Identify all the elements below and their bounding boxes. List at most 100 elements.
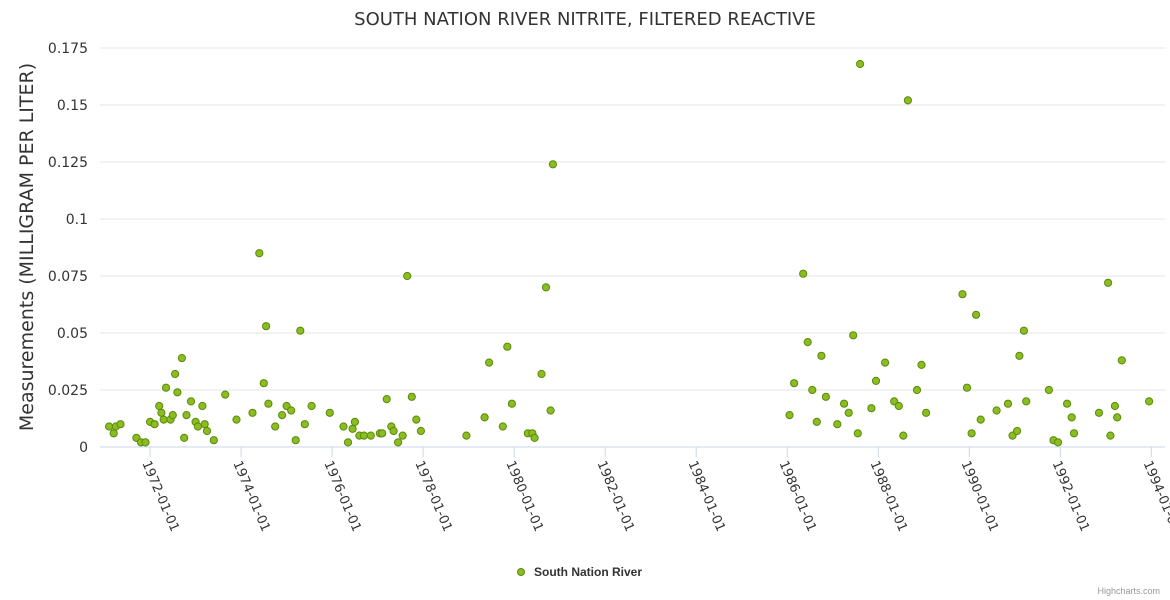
data-point[interactable] <box>155 401 164 411</box>
data-point[interactable] <box>856 59 865 69</box>
data-point[interactable] <box>1094 408 1104 417</box>
data-point[interactable] <box>398 431 407 440</box>
data-point[interactable] <box>161 383 171 392</box>
data-point[interactable] <box>171 369 180 379</box>
data-point[interactable] <box>790 379 799 388</box>
data-point[interactable] <box>403 271 412 281</box>
data-point[interactable] <box>168 411 177 420</box>
data-point[interactable] <box>177 354 186 363</box>
legend[interactable]: South Nation River <box>517 565 643 579</box>
data-point[interactable] <box>325 408 334 417</box>
data-point[interactable] <box>833 420 842 429</box>
data-point[interactable] <box>871 376 881 385</box>
data-point[interactable] <box>1106 431 1115 440</box>
data-point[interactable] <box>1013 426 1022 436</box>
data-point[interactable] <box>867 404 876 413</box>
data-point[interactable] <box>278 411 287 420</box>
data-point[interactable] <box>116 420 125 429</box>
data-point[interactable] <box>1069 429 1079 438</box>
data-point[interactable] <box>416 426 425 436</box>
data-point[interactable] <box>962 383 972 392</box>
credits-link[interactable]: Highcharts.com <box>1097 586 1160 596</box>
data-point[interactable] <box>264 399 273 408</box>
data-point[interactable] <box>537 369 546 379</box>
data-point[interactable] <box>462 431 471 440</box>
data-point[interactable] <box>366 431 375 440</box>
data-point[interactable] <box>507 399 516 408</box>
data-point[interactable] <box>1104 278 1113 287</box>
data-point[interactable] <box>412 415 421 424</box>
data-point[interactable] <box>343 438 353 447</box>
data-point[interactable] <box>480 413 489 422</box>
data-point[interactable] <box>1053 438 1063 447</box>
data-point[interactable] <box>881 358 890 367</box>
data-point[interactable] <box>378 429 387 438</box>
data-point[interactable] <box>1063 399 1072 408</box>
data-point[interactable] <box>958 290 967 299</box>
data-point[interactable] <box>917 360 926 369</box>
data-point[interactable] <box>150 420 159 429</box>
data-point[interactable] <box>530 433 539 442</box>
data-point[interactable] <box>1022 397 1031 406</box>
data-point[interactable] <box>1067 413 1076 422</box>
legend-item-south-nation-river[interactable]: South Nation River <box>534 565 642 579</box>
data-point[interactable] <box>350 417 359 426</box>
data-point[interactable] <box>200 420 209 429</box>
data-point[interactable] <box>221 390 230 399</box>
data-point[interactable] <box>821 392 831 401</box>
data-point[interactable] <box>407 392 416 401</box>
data-point[interactable] <box>159 415 168 424</box>
data-point[interactable] <box>186 397 196 406</box>
data-point[interactable] <box>291 436 300 445</box>
data-point[interactable] <box>972 310 981 319</box>
data-point[interactable] <box>141 438 150 447</box>
data-point[interactable] <box>912 385 922 395</box>
data-point[interactable] <box>248 408 257 417</box>
series-south-nation-river[interactable] <box>105 59 1170 447</box>
data-point[interactable] <box>1145 397 1154 406</box>
data-point[interactable] <box>485 358 494 367</box>
data-point[interactable] <box>541 283 551 292</box>
data-point[interactable] <box>498 422 507 431</box>
data-point[interactable] <box>182 411 191 420</box>
data-point[interactable] <box>198 401 207 411</box>
data-point[interactable] <box>193 422 202 431</box>
data-point[interactable] <box>389 426 398 436</box>
data-point[interactable] <box>894 401 903 411</box>
data-point[interactable] <box>503 342 512 351</box>
data-point[interactable] <box>817 351 826 360</box>
data-point[interactable] <box>546 406 555 415</box>
data-point[interactable] <box>808 385 817 395</box>
data-point[interactable] <box>180 433 189 442</box>
data-point[interactable] <box>1003 399 1013 408</box>
data-point[interactable] <box>157 408 166 417</box>
data-point[interactable] <box>812 417 821 426</box>
data-point[interactable] <box>922 408 931 417</box>
data-point[interactable] <box>271 422 280 431</box>
data-point[interactable] <box>992 406 1001 415</box>
data-point[interactable] <box>1015 351 1024 360</box>
data-point[interactable] <box>976 415 985 424</box>
data-point[interactable] <box>1019 326 1029 335</box>
data-point[interactable] <box>307 401 316 411</box>
data-point[interactable] <box>849 331 858 340</box>
data-point[interactable] <box>967 429 976 438</box>
data-point[interactable] <box>105 422 114 431</box>
data-point[interactable] <box>844 408 853 417</box>
data-point[interactable] <box>359 431 369 440</box>
data-point[interactable] <box>348 424 357 433</box>
data-point[interactable] <box>255 249 264 258</box>
data-point[interactable] <box>1117 356 1126 365</box>
data-point[interactable] <box>232 415 241 424</box>
data-point[interactable] <box>394 438 403 447</box>
data-point[interactable] <box>1044 385 1054 395</box>
data-point[interactable] <box>803 338 812 347</box>
data-point[interactable] <box>300 420 309 429</box>
data-point[interactable] <box>840 399 849 408</box>
data-point[interactable] <box>209 436 218 445</box>
data-point[interactable] <box>259 379 268 388</box>
data-point[interactable] <box>287 406 296 415</box>
data-point[interactable] <box>799 269 808 278</box>
data-point[interactable] <box>339 422 348 431</box>
data-point[interactable] <box>1110 401 1120 411</box>
